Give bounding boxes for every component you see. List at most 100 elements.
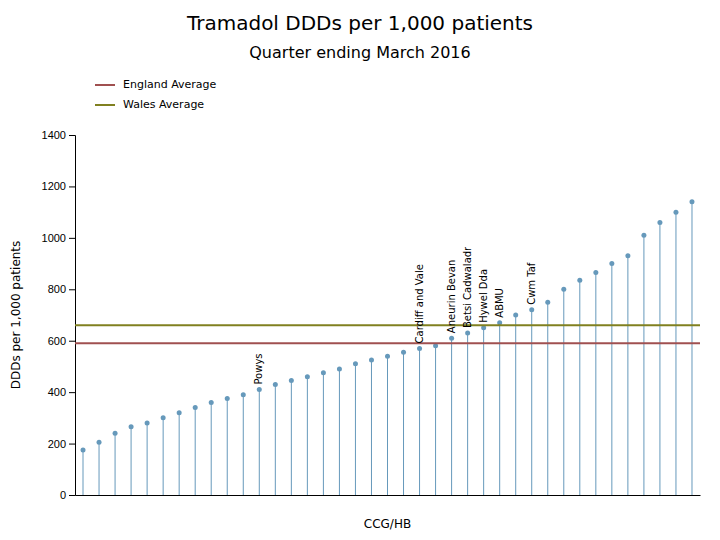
legend-item: England Average <box>95 78 217 91</box>
stem <box>83 450 84 495</box>
reference-line <box>75 342 700 344</box>
stem <box>403 352 404 495</box>
dot <box>97 440 102 445</box>
y-tick: 1400 <box>42 129 75 141</box>
stem <box>547 302 548 495</box>
dot <box>465 331 470 336</box>
stem <box>227 399 228 495</box>
dot <box>209 400 214 405</box>
dot <box>145 421 150 426</box>
y-tick-label: 0 <box>60 489 66 501</box>
legend-item: Wales Average <box>95 98 204 111</box>
stem <box>451 338 452 495</box>
annotation: Cardiff and Vale <box>414 264 425 343</box>
stem <box>323 373 324 495</box>
annotation: Powys <box>253 353 264 384</box>
subtitle: Quarter ending March 2016 <box>249 43 470 62</box>
stem <box>339 369 340 495</box>
plot: 0 200 400 600 800 1000 1200 1400 Powys Cardiff an… <box>42 129 701 501</box>
y-tick-mark <box>69 135 75 136</box>
stem <box>643 235 644 495</box>
dot <box>241 392 246 397</box>
marks <box>75 199 700 495</box>
dot <box>577 278 582 283</box>
dot <box>417 346 422 351</box>
dot <box>113 431 118 436</box>
y-tick-mark <box>69 238 75 239</box>
stem <box>659 222 660 495</box>
dot <box>321 370 326 375</box>
dot <box>641 233 646 238</box>
y-tick: 200 <box>48 438 75 450</box>
stem <box>435 346 436 495</box>
stem <box>243 395 244 495</box>
stem <box>531 310 532 495</box>
y-tick-label: 1000 <box>42 232 66 244</box>
stem <box>371 360 372 495</box>
stem <box>259 390 260 495</box>
stem <box>355 364 356 495</box>
x-axis <box>76 495 701 496</box>
y-tick-mark <box>69 392 75 393</box>
dot <box>689 199 694 204</box>
dot <box>225 396 230 401</box>
stem <box>195 408 196 495</box>
reference-line <box>75 324 700 326</box>
dot <box>353 361 358 366</box>
stem <box>595 273 596 495</box>
legend-swatch <box>95 104 115 106</box>
dot <box>513 313 518 318</box>
y-tick-label: 1400 <box>42 129 66 141</box>
y-tick: 600 <box>48 335 75 347</box>
chart: Tramadol DDDs per 1,000 patientsQuarter … <box>0 0 720 540</box>
stem <box>563 289 564 495</box>
stem <box>179 413 180 495</box>
dot <box>609 261 614 266</box>
stem <box>691 202 692 495</box>
dot <box>657 220 662 225</box>
annotation: Betsi Cadwaladr <box>462 246 473 328</box>
dot <box>161 415 166 420</box>
legend-label: England Average <box>123 78 217 91</box>
legend-swatch <box>95 84 115 86</box>
y-tick: 400 <box>48 386 75 398</box>
y-tick-mark <box>69 341 75 342</box>
annotation: ABMU <box>494 288 505 318</box>
dot <box>385 354 390 359</box>
dot <box>193 405 198 410</box>
y-tick-label: 1200 <box>42 180 66 192</box>
dot <box>129 424 134 429</box>
y-tick-label: 800 <box>48 283 66 295</box>
stem <box>147 423 148 495</box>
stem <box>291 381 292 495</box>
dot <box>529 307 534 312</box>
reference-lines <box>75 325 700 343</box>
annotation: Hywel Dda <box>478 269 489 323</box>
y-tick: 1200 <box>42 180 75 192</box>
stem <box>307 377 308 495</box>
dot <box>177 410 182 415</box>
dot <box>673 210 678 215</box>
dot <box>561 287 566 292</box>
stem <box>515 315 516 495</box>
y-tick-label: 400 <box>48 386 66 398</box>
dot <box>625 253 630 258</box>
stem <box>211 402 212 495</box>
stem <box>163 418 164 495</box>
y-tick-mark <box>69 186 75 187</box>
dot <box>337 367 342 372</box>
y-axis: 0 200 400 600 800 1000 1200 1400 <box>42 129 76 501</box>
annotation: Aneurin Bevan <box>446 260 457 333</box>
chart-container: Tramadol DDDs per 1,000 patientsQuarter … <box>0 0 720 540</box>
stem <box>419 348 420 495</box>
stem <box>627 256 628 495</box>
y-tick: 0 <box>60 489 75 501</box>
stem <box>483 328 484 495</box>
y-tick-label: 600 <box>48 335 66 347</box>
y-tick-mark <box>69 289 75 290</box>
dot <box>289 378 294 383</box>
legend: England Average Wales Average <box>95 78 217 111</box>
dot <box>257 387 262 392</box>
dot <box>81 448 86 453</box>
dot <box>449 336 454 341</box>
